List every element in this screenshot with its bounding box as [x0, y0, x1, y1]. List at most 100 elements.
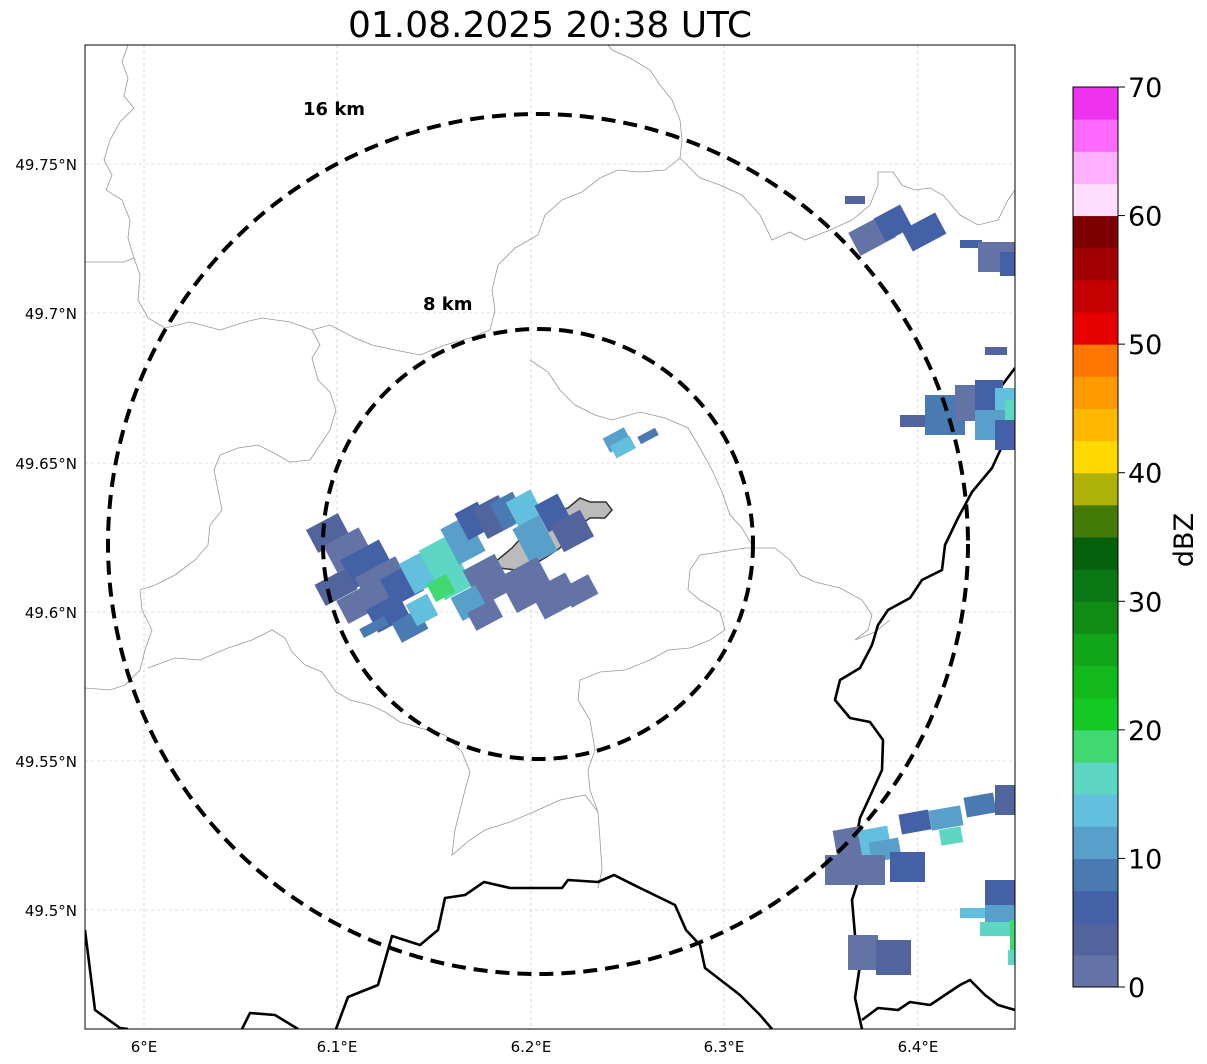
- echo-cell: [336, 582, 384, 624]
- colorbar-band: [1073, 954, 1118, 988]
- echo-cell: [440, 515, 486, 565]
- colorbar-band: [1073, 440, 1118, 474]
- colorbar-band: [1073, 215, 1118, 249]
- colorbar: 0 10 20 30 40 50 60 70 dBZ: [1072, 73, 1200, 1004]
- colorbar-band: [1073, 890, 1118, 924]
- echo-cell: [602, 427, 632, 453]
- echo-cell: [512, 515, 558, 565]
- echo-cell: [995, 785, 1015, 815]
- y-tick-label: 49.7°N: [25, 305, 77, 323]
- colorbar-band: [1073, 601, 1118, 634]
- x-tick-label: 6°E: [131, 1038, 158, 1056]
- colorbar-band: [1073, 312, 1118, 345]
- y-tick-label: 49.6°N: [25, 604, 77, 622]
- echo-cell: [306, 513, 350, 553]
- colorbar-band: [1073, 151, 1118, 184]
- y-tick-label: 49.5°N: [25, 902, 77, 920]
- echo-cell: [418, 535, 474, 601]
- colorbar-band: [1073, 472, 1118, 506]
- radar-echoes: [306, 196, 1015, 975]
- echo-cell: [314, 567, 358, 607]
- echo-cell: [985, 347, 1007, 355]
- map-frame: [84, 44, 1016, 1030]
- echo-cell: [1005, 400, 1015, 420]
- colorbar-band: [1073, 697, 1118, 731]
- echo-cell: [1000, 252, 1015, 276]
- y-tick-label: 49.55°N: [15, 753, 77, 771]
- colorbar-band: [1073, 762, 1118, 795]
- colorbar-band: [1073, 183, 1118, 217]
- colorbar-tick-label: 0: [1128, 973, 1145, 1004]
- echo-cell: [848, 935, 878, 970]
- echo-cell: [985, 905, 1015, 925]
- range-ring-16km: [106, 112, 970, 976]
- echo-cell: [960, 908, 990, 918]
- echo-cell: [845, 196, 865, 204]
- echo-cell: [549, 509, 595, 553]
- echo-cell: [876, 940, 911, 975]
- echo-cell: [637, 427, 659, 445]
- range-ring-8km: [321, 327, 755, 761]
- colorbar-tick-label: 50: [1128, 330, 1162, 361]
- colorbar-band: [1073, 922, 1118, 956]
- x-tick-label: 6.4°E: [898, 1038, 939, 1056]
- colorbar-tick-label: 10: [1128, 844, 1162, 875]
- echo-cell: [426, 574, 456, 602]
- y-tick-label: 49.65°N: [15, 455, 77, 473]
- colorbar-ticks: 0 10 20 30 40 50 60 70: [1118, 73, 1162, 1004]
- colorbar-band: [1073, 376, 1118, 409]
- echo-cell: [340, 539, 394, 589]
- colorbar-band: [1073, 537, 1118, 570]
- colorbar-band: [1073, 794, 1118, 827]
- echo-cell: [610, 435, 636, 459]
- colorbar-band: [1073, 87, 1118, 120]
- admin-boundary: [85, 329, 337, 691]
- range-rings: [106, 112, 970, 976]
- echo-cell: [561, 574, 599, 608]
- x-tick-label: 6.2°E: [511, 1038, 552, 1056]
- colorbar-band: [1073, 569, 1118, 602]
- echo-cell: [960, 240, 982, 248]
- echo-cell: [938, 826, 964, 846]
- colorbar-bands: [1073, 87, 1118, 988]
- echo-cell: [928, 805, 964, 831]
- x-axis: 6°E 6.1°E 6.2°E 6.3°E 6.4°E: [131, 1038, 939, 1056]
- map-panel: 16 km 8 km 6°E 6.1°E 6.2°E 6.3°E 6.4°E 4…: [15, 44, 1016, 1056]
- echo-cell: [980, 922, 1010, 936]
- echo-cell: [405, 593, 439, 627]
- echo-cell: [898, 809, 932, 835]
- echo-cell: [901, 212, 947, 252]
- admin-boundary: [577, 547, 891, 813]
- colorbar-band: [1073, 633, 1118, 667]
- admin-boundary: [529, 359, 753, 546]
- colorbar-band: [1073, 729, 1118, 763]
- echo-cell: [995, 420, 1015, 450]
- echo-cell: [825, 855, 885, 885]
- echo-cell: [900, 415, 930, 427]
- x-tick-label: 6.1°E: [317, 1038, 358, 1056]
- x-tick-label: 6.3°E: [704, 1038, 745, 1056]
- colorbar-band: [1073, 665, 1118, 699]
- colorbar-tick-label: 40: [1128, 459, 1162, 490]
- echo-cell: [985, 880, 1015, 908]
- colorbar-band: [1073, 279, 1118, 313]
- colorbar-band: [1073, 247, 1118, 281]
- colorbar-tick-label: 30: [1128, 587, 1162, 618]
- country-border-east-south: [861, 978, 1015, 1022]
- echo-cell: [359, 616, 389, 638]
- admin-boundary: [85, 45, 135, 263]
- colorbar-tick-label: 20: [1128, 716, 1162, 747]
- colorbar-tick-label: 70: [1128, 73, 1162, 104]
- colorbar-band: [1073, 408, 1118, 442]
- colorbar-band: [1073, 119, 1118, 152]
- colorbar-label: dBZ: [1169, 513, 1200, 567]
- y-axis: 49.75°N 49.7°N 49.65°N 49.6°N 49.55°N 49…: [15, 156, 77, 920]
- admin-boundary: [679, 157, 1015, 241]
- colorbar-band: [1073, 504, 1118, 538]
- colorbar-band: [1073, 858, 1118, 892]
- colorbar-frame: [1072, 86, 1119, 988]
- echo-cell: [1010, 920, 1015, 960]
- admin-boundary: [147, 629, 603, 889]
- colorbar-band: [1073, 826, 1118, 859]
